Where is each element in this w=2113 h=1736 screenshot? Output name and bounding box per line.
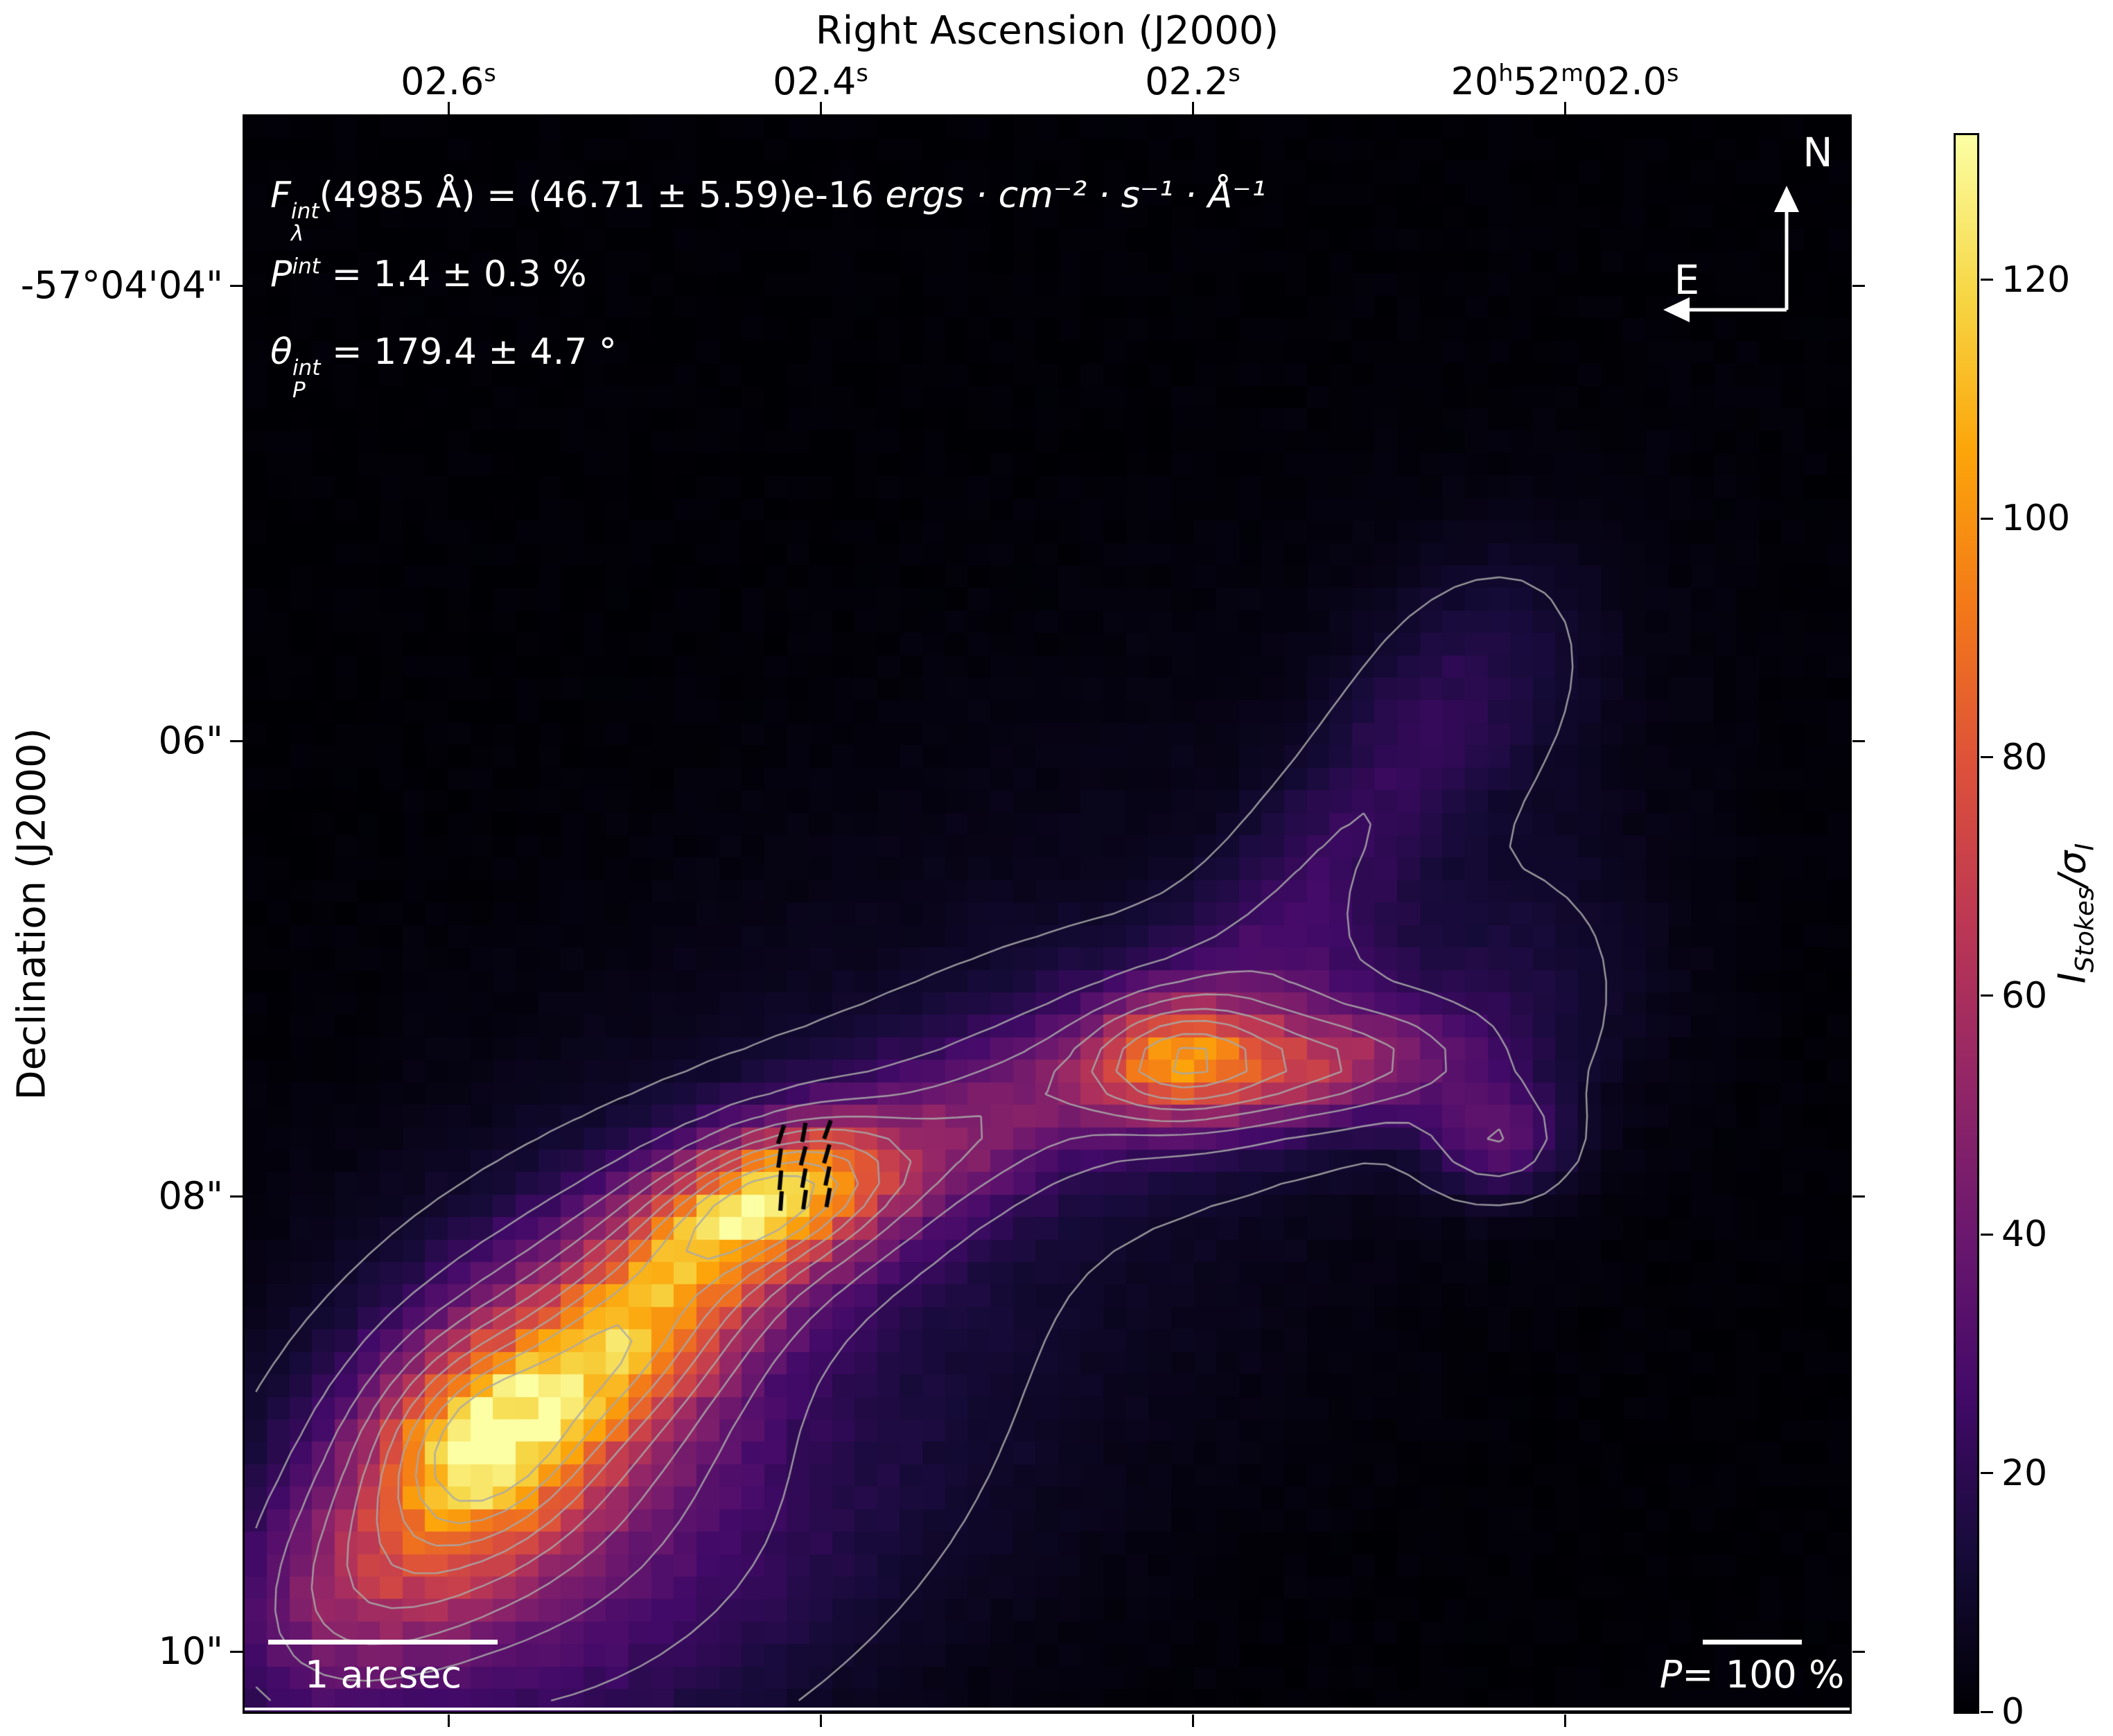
- sky-map-axes: [243, 114, 1852, 1714]
- cb-label-sigma: σ: [2050, 850, 2094, 875]
- east-label: E: [1674, 256, 1700, 304]
- colorbar-tick: [1981, 517, 1993, 520]
- y-tick-label: 10": [158, 1629, 223, 1673]
- y-tick-left: [230, 1650, 243, 1653]
- colorbar-tick-label: 0: [2001, 1691, 2025, 1733]
- polbar-symbol: P: [1659, 1653, 1683, 1696]
- x-tick-bottom: [819, 1715, 822, 1727]
- polbar-value: = 100 %: [1682, 1653, 1845, 1696]
- y-tick-right: [1852, 1195, 1865, 1198]
- colorbar-tick: [1981, 279, 1993, 281]
- cb-label-stokes: Stokes: [2069, 887, 2100, 973]
- x-tick-label: 02.4s: [773, 60, 868, 103]
- arcsec-scalebar-label: 1 arcsec: [304, 1653, 462, 1696]
- cb-label-slash: /: [2050, 874, 2094, 888]
- arcsec-scalebar: [268, 1640, 498, 1645]
- x-tick-bottom: [1563, 1715, 1566, 1727]
- colorbar-tick-label: 20: [2001, 1452, 2048, 1494]
- y-tick-right: [1852, 284, 1865, 287]
- colorbar-gradient: [1956, 135, 1977, 1712]
- colorbar-tick-label: 100: [2001, 498, 2071, 540]
- y-tick-left: [230, 284, 243, 287]
- y-tick-label: 06": [158, 719, 223, 762]
- north-label: N: [1803, 129, 1833, 176]
- colorbar-tick: [1981, 1233, 1993, 1236]
- x-axis-title: Right Ascension (J2000): [815, 8, 1279, 53]
- colorbar-tick: [1981, 1472, 1993, 1475]
- x-tick-bottom: [447, 1715, 450, 1727]
- colorbar-tick: [1981, 1710, 1993, 1713]
- colorbar-label: IStokes/σI: [2051, 843, 2100, 983]
- x-tick-label: 02.2s: [1145, 60, 1240, 103]
- colorbar-tick-label: 80: [2001, 736, 2048, 778]
- cb-label-I: I: [2050, 972, 2094, 984]
- colorbar-tick-label: 40: [2001, 1213, 2048, 1256]
- x-tick-top: [819, 102, 822, 114]
- x-tick-top: [1563, 102, 1566, 114]
- colorbar-tick-label: 60: [2001, 974, 2048, 1017]
- annotation-line-2: Pint = 1.4 ± 0.3 %: [270, 254, 587, 295]
- x-tick-label: 20h52m02.0s: [1450, 60, 1679, 103]
- polarization-scalebar: [1703, 1640, 1802, 1645]
- y-tick-right: [1852, 739, 1865, 742]
- bottom-axis-white-line: [245, 1708, 1850, 1710]
- x-tick-bottom: [1191, 1715, 1194, 1727]
- north-arrowhead-icon: [1774, 186, 1799, 212]
- x-tick-top: [1191, 102, 1194, 114]
- cb-label-sigma-sub: I: [2069, 843, 2100, 851]
- x-tick-top: [447, 102, 450, 114]
- east-arrowhead-icon: [1663, 297, 1690, 322]
- y-tick-right: [1852, 1650, 1865, 1653]
- intensity-map-canvas: [245, 116, 1850, 1712]
- colorbar-tick: [1981, 756, 1993, 759]
- colorbar: [1954, 133, 1979, 1714]
- y-axis-title: Declination (J2000): [9, 728, 55, 1101]
- polarization-scalebar-label: P= 100 %: [1660, 1653, 1845, 1696]
- colorbar-tick-label: 120: [2001, 258, 2071, 301]
- y-tick-left: [230, 739, 243, 742]
- annotation-line-3: θ int P = 179.4 ± 4.7 °: [270, 331, 617, 403]
- x-tick-label: 02.6s: [401, 60, 496, 103]
- colorbar-tick: [1981, 994, 1993, 997]
- y-tick-label: 08": [158, 1174, 223, 1218]
- y-tick-left: [230, 1195, 243, 1198]
- compass-arrows: [1663, 186, 1799, 322]
- y-tick-label: -57°04'04": [20, 263, 223, 307]
